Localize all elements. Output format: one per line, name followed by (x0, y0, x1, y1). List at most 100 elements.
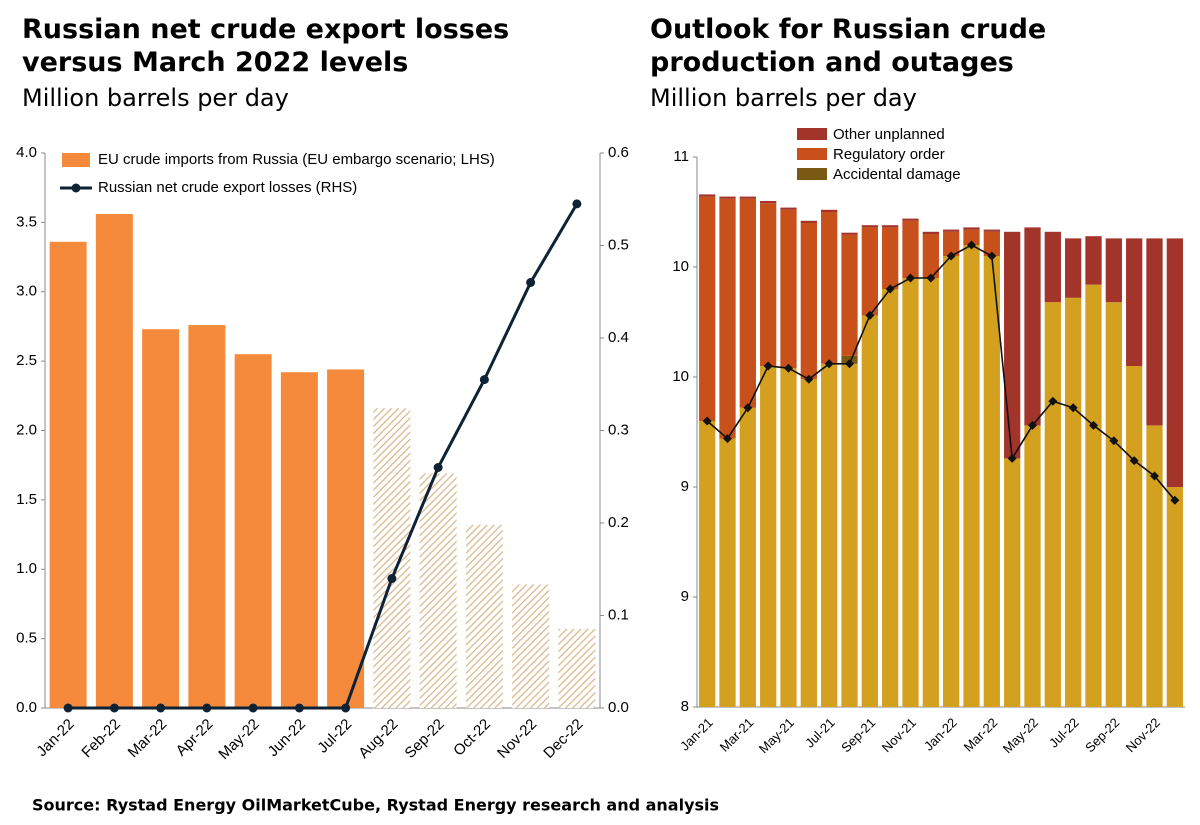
legend-label: Russian net crude export losses (RHS) (98, 179, 357, 196)
bar (760, 201, 777, 204)
bar (1126, 238, 1143, 366)
bar (963, 227, 980, 230)
line-marker (885, 284, 895, 294)
line-marker (865, 310, 875, 320)
line-marker (967, 240, 976, 250)
bar (719, 196, 736, 199)
bar (841, 234, 858, 356)
legend-label: Accidental damage (833, 166, 961, 183)
line (68, 203, 579, 710)
bar (861, 225, 878, 228)
y-tick-label: 11 (673, 148, 689, 165)
bar (327, 369, 365, 708)
bar (780, 207, 797, 210)
bar (465, 524, 503, 708)
bar (1146, 425, 1163, 707)
bar (841, 232, 858, 235)
y2-tick-label: 0.3 (608, 421, 629, 438)
line-marker (387, 574, 397, 583)
bar (1166, 487, 1183, 707)
bar (943, 256, 960, 707)
y2-tick-label: 0.6 (608, 144, 629, 161)
line-marker (926, 273, 936, 283)
bar (963, 229, 980, 245)
chart-title: Outlook for Russian crude (650, 14, 1046, 45)
line-marker (906, 273, 915, 283)
bar (739, 196, 756, 199)
bar (983, 229, 1000, 232)
line-marker (526, 278, 536, 287)
bar (739, 198, 756, 408)
bar (943, 231, 960, 256)
bar (280, 372, 318, 708)
bar (1065, 297, 1082, 707)
line-marker (845, 359, 854, 369)
bar (902, 218, 919, 221)
bar (1044, 302, 1061, 707)
line-marker (946, 251, 956, 261)
chart-title: Russian net crude export losses (22, 14, 509, 45)
bar (95, 214, 133, 709)
legend-swatch (62, 153, 90, 167)
bar (882, 227, 899, 289)
line-marker (1129, 456, 1139, 466)
line-marker (987, 251, 997, 261)
y2-tick-label: 0.2 (608, 514, 629, 531)
bar (373, 408, 411, 708)
legend-swatch (71, 183, 81, 193)
bar (1024, 425, 1041, 707)
y-tick-label: 2.0 (16, 421, 37, 438)
line-marker (572, 199, 582, 209)
line-marker (804, 374, 814, 384)
y2-tick-label: 0.0 (608, 699, 629, 716)
chart-title: production and outages (650, 47, 1014, 78)
bar (943, 229, 960, 232)
line-marker (1170, 495, 1180, 505)
bar (188, 325, 226, 708)
line-marker (1068, 403, 1078, 413)
bar (922, 231, 939, 234)
y-tick-label: 10 (672, 368, 689, 385)
line-marker (479, 375, 489, 385)
bar (861, 227, 878, 316)
y-tick-label: 1.5 (16, 491, 37, 508)
bar (902, 278, 919, 707)
legend-label: Other unplanned (833, 126, 945, 143)
bar (800, 220, 817, 223)
y-tick-label: 0.5 (16, 630, 37, 647)
bar (922, 278, 939, 707)
bar (922, 234, 939, 278)
bar (780, 209, 797, 369)
line-marker (1007, 453, 1017, 463)
legend-swatch (797, 128, 827, 140)
legend-label: Regulatory order (833, 146, 945, 163)
chart-subtitle: Million barrels per day (22, 84, 289, 112)
bar (882, 225, 899, 228)
bar (963, 245, 980, 707)
line-marker (202, 703, 212, 713)
bar (1126, 366, 1143, 707)
bar (739, 407, 756, 707)
bar (882, 289, 899, 707)
bar (821, 363, 838, 707)
y-tick-label: 3.0 (16, 283, 37, 300)
line-marker (433, 463, 443, 472)
line-marker (723, 434, 732, 444)
bar (780, 368, 797, 707)
footnote: Source: Rystad Energy OilMarketCube, Rys… (32, 796, 719, 815)
bar (1024, 227, 1041, 426)
bar (1085, 284, 1102, 707)
y-tick-label: 0.0 (16, 699, 37, 716)
bar (1085, 236, 1102, 285)
bar (699, 194, 716, 197)
bar (1105, 238, 1122, 303)
bar (1105, 302, 1122, 707)
y2-tick-label: 0.4 (608, 329, 629, 346)
bar (1166, 238, 1183, 487)
chart-title: versus March 2022 levels (22, 47, 408, 78)
bar (983, 256, 1000, 707)
bar (419, 473, 457, 708)
bar (800, 379, 817, 707)
line-marker (1028, 420, 1037, 430)
